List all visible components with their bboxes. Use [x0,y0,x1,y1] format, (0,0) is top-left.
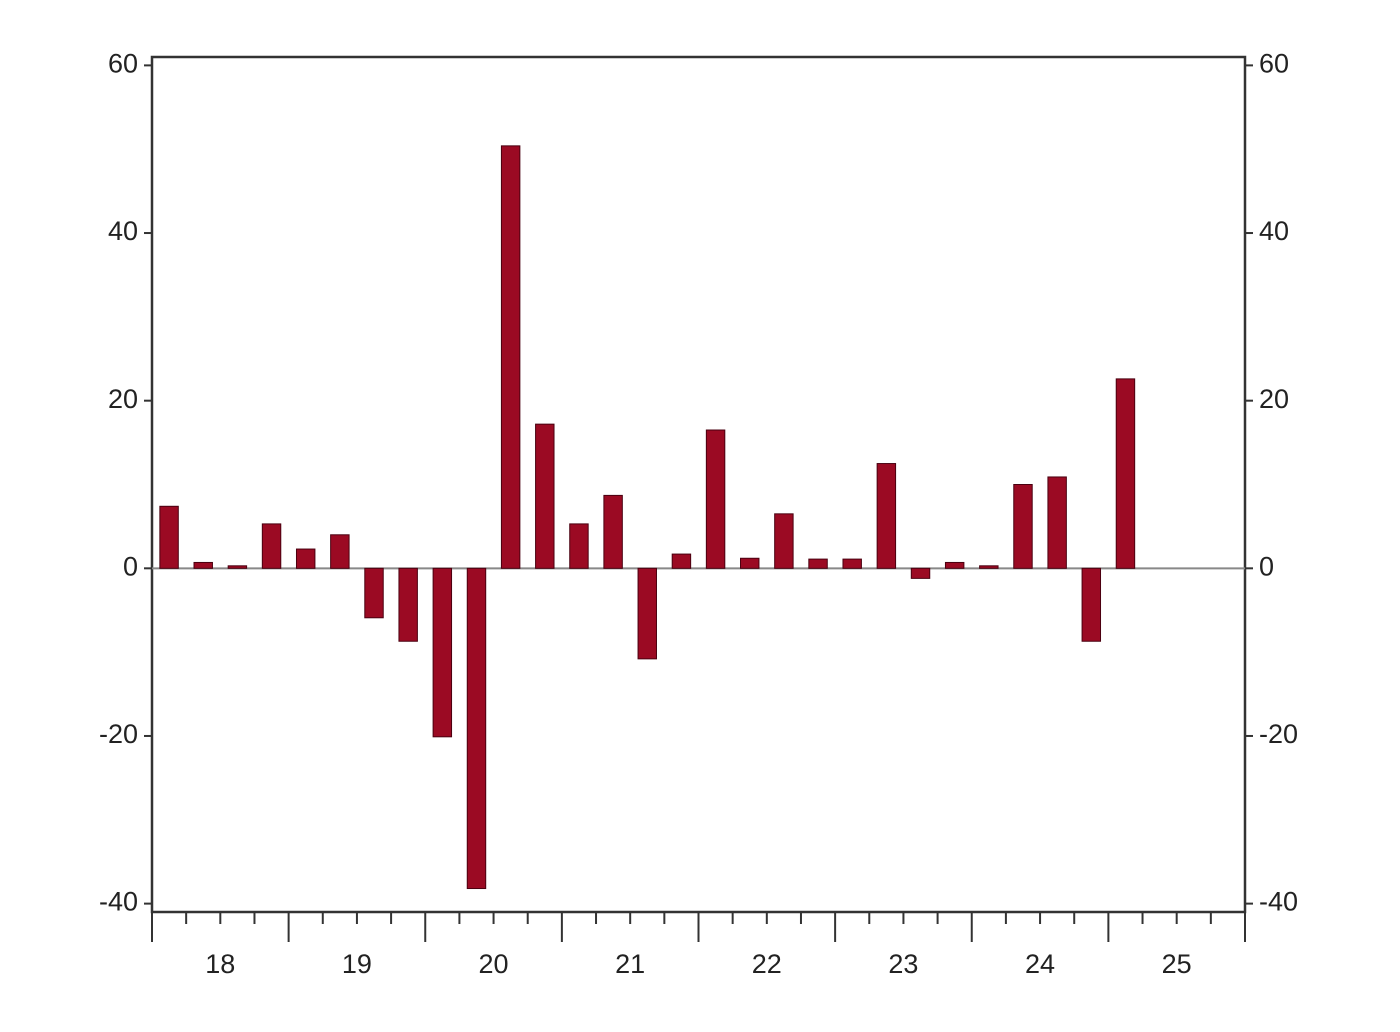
bar [740,557,760,569]
y-tick-label: 0 [123,551,138,581]
bar [637,567,657,660]
y-tick-label: 40 [108,216,138,246]
bar [364,567,384,619]
bar [603,494,623,569]
bar [1013,484,1033,569]
bar [569,523,589,569]
y2-tick-label: 0 [1259,551,1274,581]
bar [1081,567,1102,642]
bar [295,548,316,569]
bar [842,558,862,569]
bar [398,567,418,642]
y2-tick-label: 20 [1259,384,1289,414]
bar [910,567,931,579]
bar [979,565,999,569]
y-tick-label: 20 [108,384,138,414]
x-tick-label: 19 [342,949,372,979]
bar [705,429,726,569]
bar [944,561,965,569]
bar [1115,378,1136,569]
y-tick-label: 60 [108,49,138,79]
x-tick-label: 20 [479,949,509,979]
bar [261,523,282,569]
bar [774,513,794,569]
x-tick-label: 21 [615,949,645,979]
y2-tick-label: -40 [1259,887,1298,917]
x-tick-label: 23 [888,949,918,979]
bar [227,565,248,569]
bar [466,567,487,890]
bar [671,553,692,569]
y2-tick-label: 40 [1259,216,1289,246]
bar [500,145,521,569]
y-tick-label: -40 [99,887,138,917]
bar [808,558,828,569]
bar [193,561,213,569]
y2-tick-label: 60 [1259,49,1289,79]
bar [535,423,555,569]
y2-tick-label: -20 [1259,719,1298,749]
y-tick-label: -20 [99,719,138,749]
x-tick-label: 25 [1162,949,1192,979]
x-tick-label: 18 [205,949,235,979]
plot-frame [150,55,1247,914]
x-tick-label: 24 [1025,949,1055,979]
x-tick-label: 22 [752,949,782,979]
bar [432,567,453,738]
bar [159,505,179,569]
bar [330,534,350,569]
bar [1047,476,1067,569]
bar [876,463,897,569]
